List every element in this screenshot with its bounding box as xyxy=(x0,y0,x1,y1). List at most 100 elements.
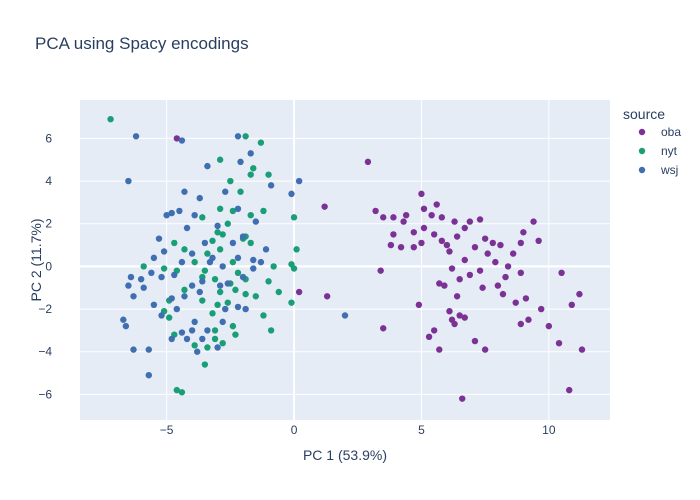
data-point-nyt[interactable] xyxy=(211,327,219,334)
data-point-nyt[interactable] xyxy=(214,301,221,308)
data-point-wsj[interactable] xyxy=(181,293,188,300)
data-point-oba[interactable] xyxy=(415,301,423,308)
data-point-nyt[interactable] xyxy=(216,205,224,212)
data-point-wsj[interactable] xyxy=(163,212,170,219)
data-point-oba[interactable] xyxy=(390,231,397,238)
data-point-wsj[interactable] xyxy=(137,276,145,283)
data-point-oba[interactable] xyxy=(517,320,525,328)
data-point-wsj[interactable] xyxy=(209,254,216,262)
data-point-oba[interactable] xyxy=(173,135,181,142)
data-point-nyt[interactable] xyxy=(219,231,226,238)
data-point-oba[interactable] xyxy=(461,224,468,232)
data-point-nyt[interactable] xyxy=(290,265,298,272)
data-point-wsj[interactable] xyxy=(176,207,183,215)
data-point-wsj[interactable] xyxy=(188,327,196,334)
data-point-oba[interactable] xyxy=(456,312,463,319)
data-point-oba[interactable] xyxy=(380,214,387,221)
data-point-wsj[interactable] xyxy=(181,188,188,195)
data-point-oba[interactable] xyxy=(512,299,519,306)
data-point-wsj[interactable] xyxy=(148,269,155,276)
data-point-nyt[interactable] xyxy=(209,310,216,317)
data-point-wsj[interactable] xyxy=(150,254,158,262)
data-point-oba[interactable] xyxy=(453,293,461,300)
data-point-oba[interactable] xyxy=(443,241,451,249)
data-point-oba[interactable] xyxy=(520,229,527,236)
data-point-oba[interactable] xyxy=(364,158,372,166)
data-point-nyt[interactable] xyxy=(247,212,254,219)
data-point-wsj[interactable] xyxy=(183,335,191,343)
data-point-nyt[interactable] xyxy=(293,246,300,253)
data-point-nyt[interactable] xyxy=(242,133,249,140)
data-point-oba[interactable] xyxy=(380,325,387,332)
data-point-nyt[interactable] xyxy=(288,299,295,306)
data-point-wsj[interactable] xyxy=(173,305,181,313)
data-point-oba[interactable] xyxy=(451,218,458,225)
data-point-oba[interactable] xyxy=(430,231,438,238)
data-point-oba[interactable] xyxy=(459,395,466,402)
data-point-oba[interactable] xyxy=(397,244,405,251)
data-point-wsj[interactable] xyxy=(127,273,135,281)
data-point-nyt[interactable] xyxy=(260,312,267,319)
data-point-oba[interactable] xyxy=(418,190,425,198)
data-point-wsj[interactable] xyxy=(130,293,137,300)
data-point-nyt[interactable] xyxy=(234,269,242,276)
data-point-wsj[interactable] xyxy=(196,288,203,296)
data-point-wsj[interactable] xyxy=(239,273,247,281)
data-point-wsj[interactable] xyxy=(188,282,196,289)
data-point-oba[interactable] xyxy=(436,280,443,287)
data-point-wsj[interactable] xyxy=(219,263,226,270)
data-point-wsj[interactable] xyxy=(222,305,229,313)
data-point-nyt[interactable] xyxy=(224,220,231,227)
data-point-nyt[interactable] xyxy=(227,177,234,185)
data-point-nyt[interactable] xyxy=(178,389,186,396)
data-point-nyt[interactable] xyxy=(270,263,277,270)
data-point-wsj[interactable] xyxy=(229,239,237,247)
data-point-wsj[interactable] xyxy=(168,209,175,217)
data-point-nyt[interactable] xyxy=(252,293,260,300)
data-point-wsj[interactable] xyxy=(191,318,198,326)
data-point-nyt[interactable] xyxy=(199,297,206,304)
data-point-wsj[interactable] xyxy=(140,284,147,291)
data-point-oba[interactable] xyxy=(576,290,583,298)
data-point-nyt[interactable] xyxy=(204,344,211,351)
legend-item-nyt[interactable]: nyt xyxy=(638,144,678,158)
data-point-wsj[interactable] xyxy=(219,318,226,326)
data-point-oba[interactable] xyxy=(535,237,542,244)
data-point-nyt[interactable] xyxy=(160,265,168,272)
data-point-wsj[interactable] xyxy=(341,312,349,319)
data-point-oba[interactable] xyxy=(530,218,537,225)
data-point-nyt[interactable] xyxy=(237,188,244,195)
data-point-wsj[interactable] xyxy=(125,177,132,185)
data-point-wsj[interactable] xyxy=(234,133,242,140)
data-point-nyt[interactable] xyxy=(173,386,181,394)
data-point-oba[interactable] xyxy=(566,386,573,394)
data-point-oba[interactable] xyxy=(420,224,428,232)
data-point-oba[interactable] xyxy=(428,212,435,219)
data-point-nyt[interactable] xyxy=(265,171,272,178)
data-point-nyt[interactable] xyxy=(199,214,206,221)
data-point-oba[interactable] xyxy=(492,258,499,266)
data-point-nyt[interactable] xyxy=(165,314,173,321)
data-point-nyt[interactable] xyxy=(260,207,267,215)
data-point-wsj[interactable] xyxy=(188,250,196,257)
data-point-wsj[interactable] xyxy=(234,303,242,311)
data-point-wsj[interactable] xyxy=(183,224,191,232)
data-point-nyt[interactable] xyxy=(250,165,257,172)
data-point-oba[interactable] xyxy=(502,273,509,281)
data-point-oba[interactable] xyxy=(558,269,565,276)
data-point-nyt[interactable] xyxy=(224,299,231,306)
data-point-nyt[interactable] xyxy=(171,239,178,247)
data-point-oba[interactable] xyxy=(509,250,517,257)
data-point-oba[interactable] xyxy=(321,203,328,210)
data-point-nyt[interactable] xyxy=(204,250,211,257)
data-point-oba[interactable] xyxy=(499,290,507,298)
legend-item-oba[interactable]: oba xyxy=(638,125,682,139)
data-point-wsj[interactable] xyxy=(191,212,198,219)
data-point-oba[interactable] xyxy=(481,235,489,242)
data-point-nyt[interactable] xyxy=(257,139,265,146)
data-point-oba[interactable] xyxy=(479,284,486,291)
data-point-nyt[interactable] xyxy=(214,229,221,236)
data-point-wsj[interactable] xyxy=(194,348,201,355)
data-point-oba[interactable] xyxy=(387,241,395,249)
data-point-wsj[interactable] xyxy=(295,177,303,185)
